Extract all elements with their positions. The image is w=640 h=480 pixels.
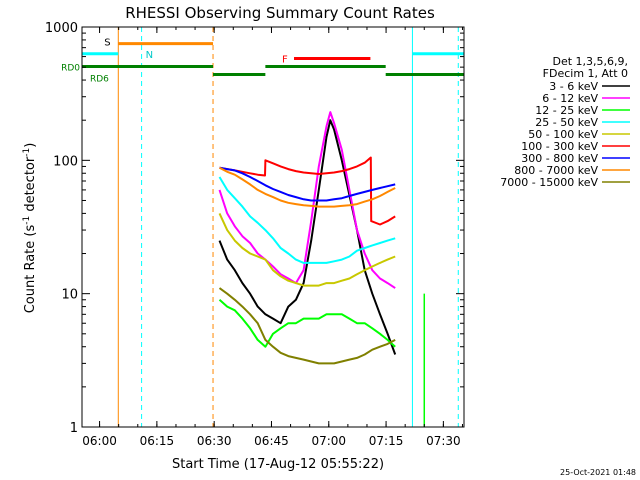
legend-header-line: Det 1,3,5,6,9,: [552, 55, 628, 68]
legend-entry-label: 100 - 300 keV: [521, 140, 598, 153]
legend-entry-label: 300 - 800 keV: [521, 152, 598, 165]
x-tick-label: 06:15: [140, 434, 175, 448]
y-axis-label-main: Count Rate (s: [23, 225, 38, 314]
legend: Det 1,3,5,6,9,FDecim 1, Att 03 - 6 keV6 …: [500, 55, 630, 189]
footer-date: 25-Oct-2021 01:48: [560, 468, 636, 477]
series-line-1: [218, 111, 396, 289]
legend-entry-label: 50 - 100 keV: [528, 128, 598, 141]
flag-label-f: F: [282, 55, 288, 66]
flag-label-s: S: [104, 38, 110, 49]
y-axis-label-sup-2: -1: [22, 148, 32, 157]
series-line-7: [219, 166, 396, 208]
series-line-3: [218, 176, 396, 264]
legend-entry-label: 7000 - 15000 keV: [500, 176, 598, 189]
x-axis-label: Start Time (17-Aug-12 05:55:22): [172, 457, 384, 472]
x-axis: 06:00 06:15 06:30 06:45 07:00 07:15 07:30: [82, 27, 463, 448]
y-axis-label: Count Rate (s-1 detector-1): [22, 143, 38, 314]
x-tick-label: 06:30: [197, 434, 232, 448]
plot-frame: [81, 26, 465, 428]
y-axis-label-detector: detector: [23, 156, 38, 216]
plot-area: S N F RD0 RD6: [61, 27, 464, 427]
x-tick-label: 07:15: [369, 434, 404, 448]
flag-label-rd6: RD6: [90, 75, 109, 85]
flag-label-rd0: RD0: [61, 64, 80, 74]
legend-header-line: FDecim 1, Att 0: [543, 67, 628, 80]
x-tick-label: 06:00: [82, 434, 117, 448]
series-line-2: [218, 299, 396, 348]
legend-entry-label: 6 - 12 keV: [542, 92, 598, 105]
series-line-8: [218, 287, 396, 365]
y-axis: 1 10 100 1000: [45, 21, 464, 436]
legend-entry-label: 800 - 7000 keV: [514, 164, 598, 177]
series-line-4: [218, 212, 396, 287]
y-tick-label: 100: [53, 154, 78, 169]
y-tick-label: 10: [61, 288, 78, 303]
legend-entry-label: 12 - 25 keV: [535, 104, 598, 117]
flag-label-n: N: [146, 50, 153, 61]
series-line-6: [219, 166, 396, 202]
x-tick-label: 07:00: [311, 434, 346, 448]
legend-entry-label: 3 - 6 keV: [549, 80, 598, 93]
y-axis-label-end: ): [23, 143, 38, 148]
y-axis-label-sup-1: -1: [22, 216, 32, 225]
x-tick-label: 07:30: [426, 434, 461, 448]
y-tick-label: 1000: [45, 21, 78, 36]
x-tick-label: 06:45: [254, 434, 289, 448]
series-line-5: [219, 156, 396, 226]
y-tick-label: 1: [70, 421, 78, 436]
chart-title: RHESSI Observing Summary Count Rates: [125, 4, 435, 22]
legend-entry-label: 25 - 50 keV: [535, 116, 598, 129]
